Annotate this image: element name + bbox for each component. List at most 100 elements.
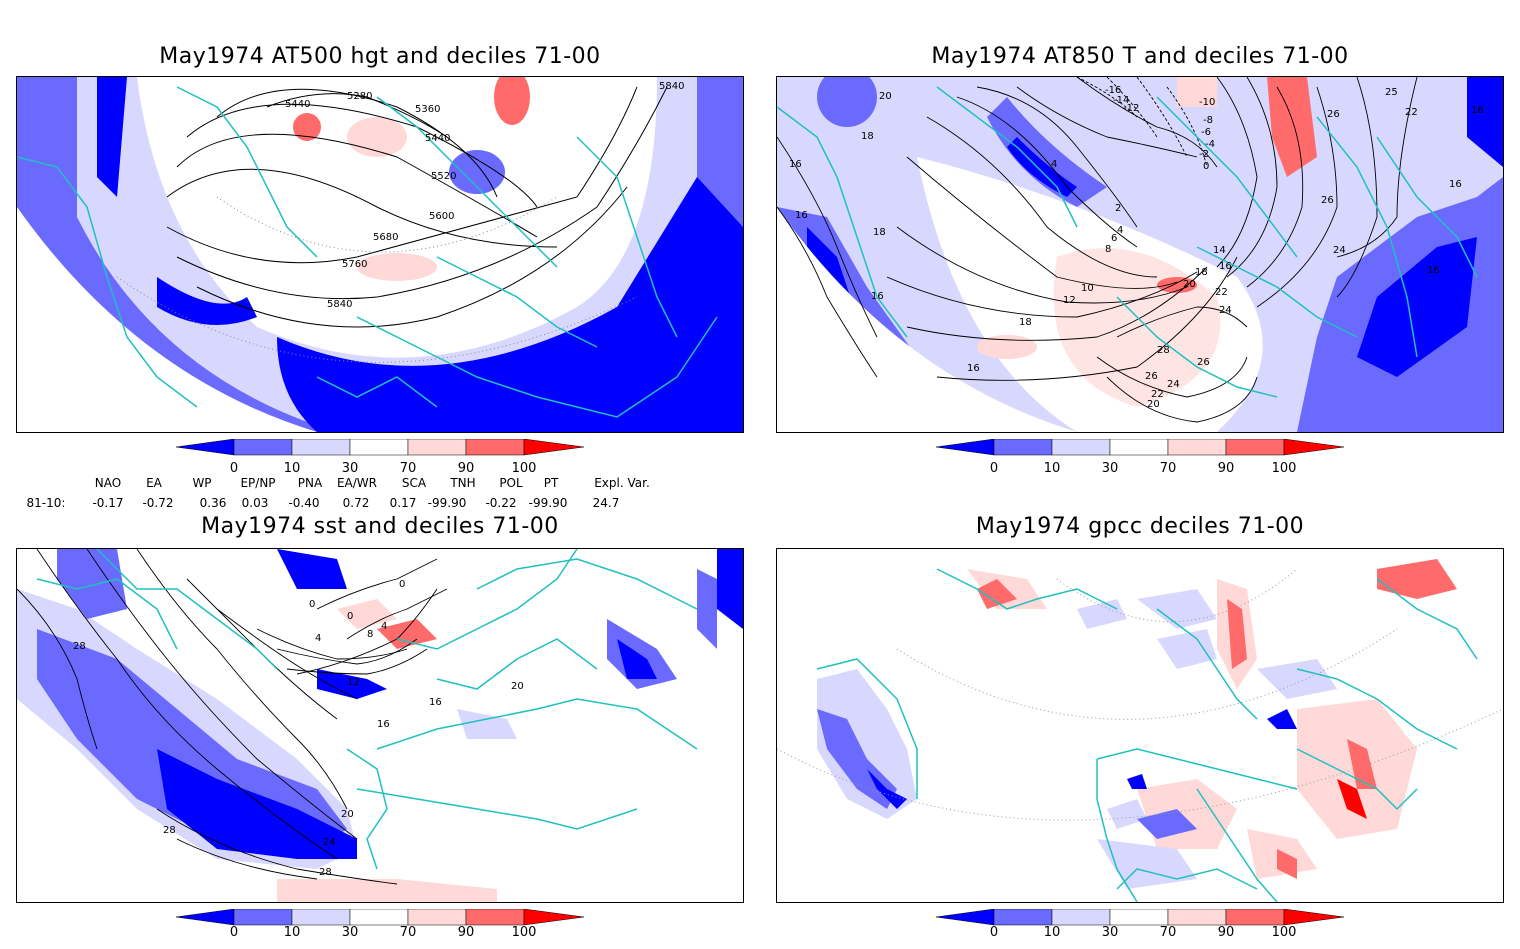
contour-label: 16 bbox=[1219, 261, 1232, 272]
contour-label: -10 bbox=[1199, 97, 1215, 108]
contour-label: 16 bbox=[871, 291, 884, 302]
panel-title-at500: May1974 AT500 hgt and deciles 71-00 bbox=[159, 44, 601, 69]
contour-label: 12 bbox=[1063, 295, 1076, 306]
colorbar-tick: 90 bbox=[1217, 461, 1235, 476]
colorbar-tick: 30 bbox=[1101, 461, 1119, 476]
panel-title-gpcc: May1974 gpcc deciles 71-00 bbox=[975, 514, 1305, 539]
contour-label: 5440 bbox=[285, 99, 310, 110]
teleconnection-row-label: 81-10: bbox=[26, 496, 66, 510]
tc-value: -0.72 bbox=[142, 496, 174, 510]
contour-label: 18 bbox=[1195, 267, 1208, 278]
contour-label: 20 bbox=[511, 681, 524, 692]
contour-label: 6 bbox=[1111, 233, 1117, 244]
tc-value: 0.36 bbox=[199, 496, 227, 510]
tc-name: WP bbox=[192, 476, 212, 490]
contour-label: 16 bbox=[795, 210, 808, 221]
colorbar-tick: 100 bbox=[1271, 461, 1297, 476]
colorbar-sst: 0 10 30 70 90 100 bbox=[175, 908, 596, 949]
colorbar-tick: 70 bbox=[1159, 461, 1177, 476]
contour-label: 5360 bbox=[415, 104, 440, 115]
tc-name: NAO bbox=[94, 476, 122, 490]
colorbar-tick: 0 bbox=[989, 461, 999, 476]
contour-label: 5680 bbox=[373, 232, 398, 243]
contour-label: 2 bbox=[1115, 203, 1121, 214]
contour-label: 5280 bbox=[347, 91, 372, 102]
contour-label: 5840 bbox=[327, 299, 352, 310]
contour-label: 16 bbox=[789, 159, 802, 170]
contour-label: 22 bbox=[1405, 107, 1418, 118]
contour-label: -12 bbox=[1123, 103, 1139, 114]
contour-label: 0 bbox=[347, 611, 353, 622]
contour-label: 4 bbox=[381, 621, 387, 632]
contour-label: 20 bbox=[879, 91, 892, 102]
panel-title-sst: May1974 sst and deciles 71-00 bbox=[201, 514, 559, 539]
colorbar-tick: 30 bbox=[341, 461, 359, 476]
contour-label: 26 bbox=[1145, 371, 1158, 382]
contour-label: 8 bbox=[367, 629, 373, 640]
tc-name: EP/NP bbox=[240, 476, 276, 490]
contour-label: 24 bbox=[323, 837, 336, 848]
contour-label: 26 bbox=[1197, 357, 1210, 368]
colorbar-tick: 30 bbox=[341, 925, 359, 940]
colorbar-tick: 0 bbox=[229, 461, 239, 476]
contour-label: 24 bbox=[1333, 245, 1346, 256]
contour-label: 5440 bbox=[425, 133, 450, 144]
tc-name: Expl. Var. bbox=[594, 476, 650, 490]
colorbar-tick: 10 bbox=[283, 925, 301, 940]
contour-label: -16 bbox=[1105, 85, 1121, 96]
tc-value: -0.17 bbox=[92, 496, 124, 510]
contour-label: 0 bbox=[399, 579, 405, 590]
contour-label: 20 bbox=[1147, 399, 1160, 410]
contour-label: 20 bbox=[1183, 279, 1196, 290]
colorbar-at850: 0 10 30 70 90 100 bbox=[935, 438, 1356, 479]
contour-label: 22 bbox=[1215, 287, 1228, 298]
contour-label: 16 bbox=[429, 697, 442, 708]
tc-value: -99.90 bbox=[528, 496, 568, 510]
colorbar-tick: 90 bbox=[1217, 925, 1235, 940]
contour-label: 24 bbox=[1167, 379, 1180, 390]
contour-label: 18 bbox=[873, 227, 886, 238]
contour-label: 18 bbox=[1471, 105, 1484, 116]
tc-name: SCA bbox=[401, 476, 427, 490]
tc-name: PT bbox=[543, 476, 559, 490]
contour-label: -2 bbox=[1199, 149, 1209, 160]
contour-label: 18 bbox=[1019, 317, 1032, 328]
contour-label: 4 bbox=[1117, 225, 1123, 236]
contour-label: 5760 bbox=[342, 259, 367, 270]
tc-name: EA/WR bbox=[336, 476, 378, 490]
colorbar-tick: 0 bbox=[229, 925, 239, 940]
contour-label: 16 bbox=[1449, 179, 1462, 190]
tc-value: 0.72 bbox=[342, 496, 370, 510]
colorbar-gpcc: 0 10 30 70 90 100 bbox=[935, 908, 1356, 949]
tc-value: -0.22 bbox=[485, 496, 517, 510]
tc-value: 0.03 bbox=[241, 496, 269, 510]
contour-label: 28 bbox=[163, 825, 176, 836]
colorbar-tick: 100 bbox=[1271, 925, 1297, 940]
contour-label: -8 bbox=[1203, 115, 1213, 126]
contour-label: 26 bbox=[1327, 109, 1340, 120]
contour-label: 20 bbox=[341, 809, 354, 820]
contour-label: 26 bbox=[1321, 195, 1334, 206]
contour-label: 25 bbox=[1385, 87, 1398, 98]
contour-label: 4 bbox=[1051, 159, 1057, 170]
tc-value: 0.17 bbox=[389, 496, 417, 510]
contour-label: -6 bbox=[1201, 127, 1211, 138]
map-at850: 20 18 16 18 16 -16 -14 -12 -10 -8 -6 -4 … bbox=[776, 76, 1504, 433]
tc-name: TNH bbox=[450, 476, 476, 490]
contour-label: 0 bbox=[1203, 161, 1209, 172]
contour-label: 12 bbox=[347, 677, 360, 688]
contour-label: 14 bbox=[1213, 245, 1226, 256]
contour-label: 24 bbox=[1219, 305, 1232, 316]
contour-label: 28 bbox=[319, 867, 332, 878]
tc-name: EA bbox=[146, 476, 162, 490]
contour-label: 16 bbox=[967, 363, 980, 374]
map-gpcc bbox=[776, 548, 1504, 903]
panel-title-at850: May1974 AT850 T and deciles 71-00 bbox=[931, 44, 1349, 69]
tc-value: -99.90 bbox=[427, 496, 467, 510]
colorbar-tick: 90 bbox=[457, 925, 475, 940]
tc-value: -0.40 bbox=[288, 496, 320, 510]
colorbar-tick: 70 bbox=[1159, 925, 1177, 940]
contour-label: 16 bbox=[377, 719, 390, 730]
colorbar-tick: 10 bbox=[1043, 925, 1061, 940]
colorbar-tick: 70 bbox=[399, 461, 417, 476]
